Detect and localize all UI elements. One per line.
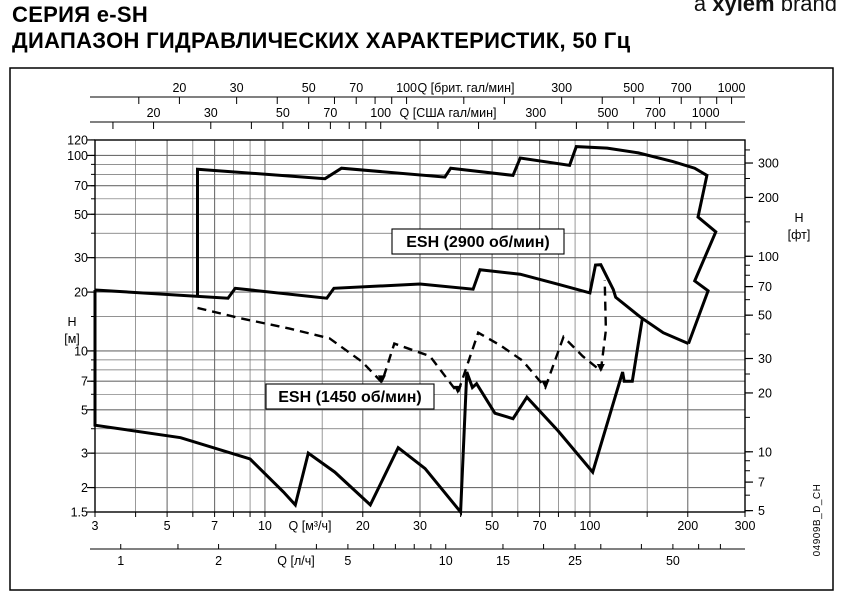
axis-label-h-right: H: [794, 211, 803, 225]
svg-text:200: 200: [758, 191, 779, 205]
svg-text:50: 50: [74, 208, 88, 222]
axis-label-m: [м]: [64, 332, 80, 346]
svg-text:70: 70: [323, 106, 337, 120]
arrowhead-down: [453, 385, 462, 394]
svg-text:20: 20: [74, 286, 88, 300]
svg-text:70: 70: [349, 81, 363, 95]
svg-text:5: 5: [344, 554, 351, 568]
envelope-2900-crown: [196, 145, 718, 345]
arrowhead-down: [596, 363, 605, 372]
axis-label-h: H: [67, 315, 76, 329]
svg-text:70: 70: [74, 179, 88, 193]
svg-text:1.5: 1.5: [71, 506, 88, 520]
svg-text:2: 2: [81, 481, 88, 495]
svg-text:1: 1: [117, 554, 124, 568]
svg-text:70: 70: [758, 280, 772, 294]
svg-text:20: 20: [172, 81, 186, 95]
svg-text:700: 700: [671, 81, 692, 95]
axis-left-meters: 120 100 70 50 30 20 10 7 5 3 2 1.5 H [м]: [64, 133, 95, 520]
svg-text:30: 30: [204, 106, 218, 120]
curve-label-1450: ESH (1450 об/мин): [278, 389, 421, 406]
axis-bottom-ls: 1 2 5 10 15 25 50Q [л/ч]: [90, 544, 745, 568]
svg-text:100: 100: [396, 81, 417, 95]
svg-text:30: 30: [74, 251, 88, 265]
svg-text:100: 100: [67, 149, 88, 163]
svg-text:10: 10: [74, 344, 88, 358]
envelope-1450-top: [197, 280, 608, 396]
svg-text:20: 20: [147, 106, 161, 120]
svg-text:500: 500: [623, 81, 644, 95]
axis-top-us: 20 30 50 70 100 300 500 700 1000 Q [США гал/мин]: [90, 106, 745, 129]
svg-text:5: 5: [164, 519, 171, 533]
figure-frame: [9, 67, 834, 591]
svg-text:10: 10: [439, 554, 453, 568]
curve-label-1450-box: [265, 383, 435, 410]
brand-suffix: brand: [774, 0, 837, 16]
arrowhead-down: [541, 380, 550, 389]
document-code: 04909B_D_CH: [812, 484, 823, 557]
svg-text:120: 120: [67, 133, 88, 147]
chart-subtitle: ДИАПАЗОН ГИДРАВЛИЧЕСКИХ ХАРАКТЕРИСТИК, 5…: [12, 28, 631, 53]
svg-text:30: 30: [230, 81, 244, 95]
svg-text:10: 10: [758, 445, 772, 459]
axis-label-ls: Q [л/ч]: [277, 554, 314, 568]
xylem-brand-logo: a xylem brand: [694, 0, 837, 17]
grid: [95, 140, 745, 512]
svg-text:25: 25: [568, 554, 582, 568]
svg-text:2: 2: [215, 554, 222, 568]
svg-text:50: 50: [666, 554, 680, 568]
svg-text:300: 300: [551, 81, 572, 95]
svg-text:100: 100: [370, 106, 391, 120]
svg-text:50: 50: [485, 519, 499, 533]
svg-text:300: 300: [735, 519, 756, 533]
svg-text:7: 7: [211, 519, 218, 533]
title-block: СЕРИЯ e-SH ДИАПАЗОН ГИДРАВЛИЧЕСКИХ ХАРАК…: [12, 2, 630, 54]
svg-text:5: 5: [758, 504, 765, 518]
svg-text:7: 7: [758, 476, 765, 490]
axis-label-imp-gpm: Q [брит. гал/мин]: [417, 81, 514, 95]
svg-text:3: 3: [92, 519, 99, 533]
svg-text:200: 200: [677, 519, 698, 533]
axis-label-m3h: Q [м³/ч]: [289, 519, 332, 533]
axis-label-ft: [фт]: [788, 228, 811, 242]
svg-text:100: 100: [758, 250, 779, 264]
envelope-floor-curve: [93, 290, 644, 516]
curve-label-2900-box: [391, 228, 565, 255]
axis-right-feet: 300 200 100 70 50 30 20 10 7 5 H [фт]: [745, 149, 811, 518]
svg-text:300: 300: [525, 106, 546, 120]
series-title: СЕРИЯ e-SH: [12, 2, 149, 27]
envelope-2900-floor: [94, 263, 690, 345]
curves: [93, 145, 718, 516]
svg-text:10: 10: [258, 519, 272, 533]
svg-text:50: 50: [758, 309, 772, 323]
axis-bottom-m3h: 3 5 7 10 20 30 50 70 100 200 300 Q [м³/ч]: [92, 512, 756, 533]
svg-text:20: 20: [758, 386, 772, 400]
svg-text:15: 15: [496, 554, 510, 568]
svg-text:30: 30: [758, 352, 772, 366]
svg-text:7: 7: [81, 375, 88, 389]
brand-name: xylem: [712, 0, 775, 16]
curve-label-2900: ESH (2900 об/мин): [406, 234, 549, 251]
arrowhead-down: [377, 375, 386, 384]
svg-text:30: 30: [413, 519, 427, 533]
svg-text:300: 300: [758, 157, 779, 171]
svg-text:50: 50: [302, 81, 316, 95]
svg-text:5: 5: [81, 403, 88, 417]
brand-prefix: a: [693, 0, 713, 16]
svg-text:50: 50: [276, 106, 290, 120]
svg-text:500: 500: [597, 106, 618, 120]
axis-top-imperial: 20 30 50 70 100 300 500 700 1000 Q [брит. гал/мин…: [90, 81, 746, 104]
svg-text:100: 100: [580, 519, 601, 533]
svg-text:3: 3: [81, 447, 88, 461]
svg-text:20: 20: [356, 519, 370, 533]
svg-text:70: 70: [533, 519, 547, 533]
svg-text:700: 700: [645, 106, 666, 120]
axis-label-us-gpm: Q [США гал/мин]: [400, 106, 497, 120]
svg-text:1000: 1000: [718, 81, 746, 95]
svg-text:1000: 1000: [692, 106, 720, 120]
